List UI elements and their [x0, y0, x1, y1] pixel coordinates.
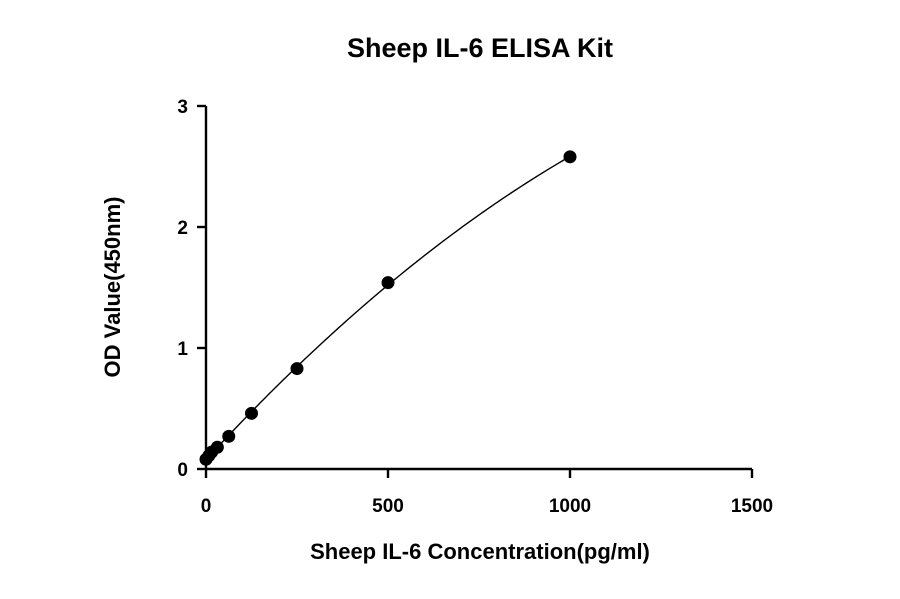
- data-point: [563, 150, 577, 164]
- x-tick-label: 1500: [731, 496, 773, 517]
- y-tick-label: 1: [177, 339, 188, 360]
- fit-curve-line: [205, 155, 571, 461]
- data-point: [290, 362, 304, 376]
- data-point: [222, 429, 236, 443]
- data-point: [381, 276, 395, 290]
- chart-title: Sheep IL-6 ELISA Kit: [347, 33, 613, 63]
- x-tick-label: 0: [201, 496, 212, 517]
- plot-area: 0 1 2 3 0 500 1000 1500: [177, 97, 773, 517]
- x-tick-label: 500: [372, 496, 404, 517]
- x-axis-title: Sheep IL-6 Concentration(pg/ml): [310, 539, 650, 564]
- y-tick-label: 2: [177, 218, 188, 239]
- y-tick-label: 0: [177, 460, 188, 481]
- y-tick-label: 3: [177, 97, 188, 118]
- x-tick-label: 1000: [549, 496, 591, 517]
- data-point: [210, 440, 224, 454]
- y-axis-title: OD Value(450nm): [100, 197, 125, 378]
- data-point: [245, 406, 258, 420]
